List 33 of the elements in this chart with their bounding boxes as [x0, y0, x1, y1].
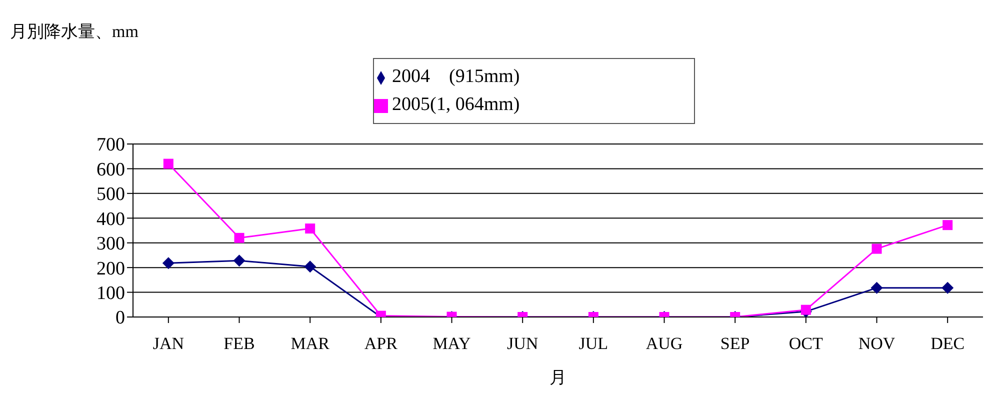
point — [304, 260, 316, 273]
x-tick-label: JUL — [578, 334, 608, 354]
point — [872, 244, 882, 254]
y-tick-label: 300 — [96, 234, 125, 255]
y-tick-label: 600 — [96, 159, 125, 180]
point — [942, 282, 954, 294]
chart-title: 月別降水量、mm — [10, 21, 138, 43]
y-tick-label: 100 — [96, 283, 125, 304]
x-tick-label: MAR — [290, 334, 330, 354]
x-tick-label: MAY — [432, 334, 471, 354]
y-tick-label: 200 — [96, 258, 125, 280]
x-tick-label: JUN — [506, 334, 538, 354]
x-tick-label: AUG — [646, 334, 683, 354]
point — [162, 257, 174, 270]
x-tick-label: NOV — [858, 334, 896, 354]
point — [942, 220, 953, 230]
y-tick-label: 400 — [96, 208, 125, 230]
y-tick-label: 500 — [96, 184, 125, 206]
x-tick-label: DEC — [930, 334, 965, 354]
y-tick-label: 0 — [116, 308, 125, 329]
x-tick-label: FEB — [224, 334, 255, 354]
point — [305, 224, 316, 234]
y-tick-label: 700 — [96, 134, 125, 156]
x-tick-label: JAN — [152, 334, 184, 354]
x-tick-label: OCT — [788, 334, 824, 354]
x-axis-title: 月 — [550, 368, 566, 387]
point — [233, 254, 246, 267]
x-tick-label: SEP — [720, 334, 750, 354]
point — [234, 232, 244, 243]
legend-label: 2004 (915mm) — [392, 66, 520, 87]
legend-label: 2005(1, 064mm) — [392, 94, 520, 115]
x-tick-label: APR — [364, 334, 398, 354]
point — [870, 282, 883, 294]
